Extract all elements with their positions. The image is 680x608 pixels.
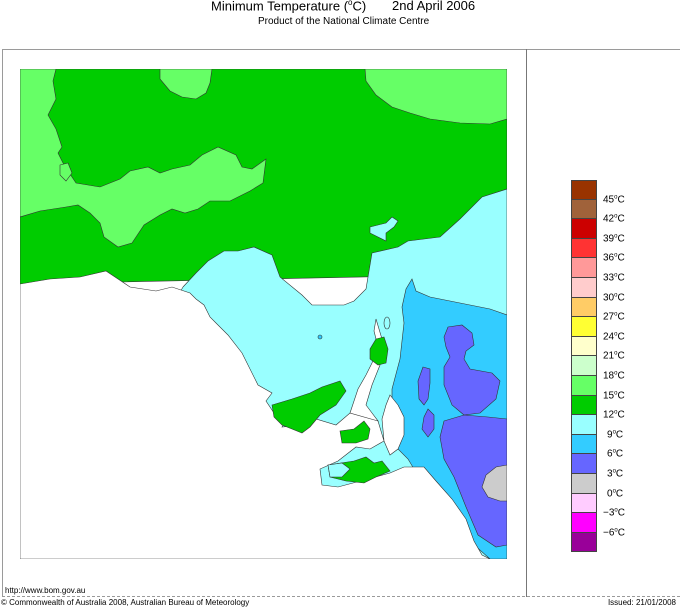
- legend-swatch-9-12: [571, 415, 597, 435]
- legend-label: −6oC: [603, 527, 625, 539]
- legend-label: 12oC: [603, 409, 625, 421]
- legend-divider: [526, 49, 527, 597]
- legend-label: 21oC: [603, 350, 625, 363]
- legend-swatch-minus6-minus3: [571, 513, 597, 533]
- title-bar: Minimum Temperature (oC) 2nd April 2006: [0, 0, 680, 20]
- legend-label: 6oC: [607, 448, 624, 461]
- island: [317, 334, 323, 340]
- zone-3-6-strip: [417, 366, 431, 406]
- legend-label: 24oC: [603, 331, 625, 343]
- zone-15-18-west: [20, 69, 267, 248]
- legend-label: 15oC: [603, 389, 625, 402]
- zone-15-18-northeast: [364, 69, 507, 125]
- legend-swatch-27-30: [571, 297, 597, 318]
- zone-15-18-north: [159, 69, 213, 100]
- zone-3-6-southeast: [439, 414, 507, 548]
- zone-0-3: [481, 464, 507, 502]
- zone-12-15-yorke-north: [369, 336, 389, 366]
- sea-spencer-gulf: [349, 318, 383, 422]
- legend-label: 33oC: [603, 272, 625, 284]
- zone-3-6-small: [421, 408, 435, 438]
- legend-label: 27oC: [603, 311, 625, 323]
- temperature-map: [20, 69, 507, 559]
- legend-label: 45oC: [603, 193, 625, 206]
- issued-date: Issued: 21/01/2008: [607, 598, 676, 607]
- sea-gulf-st-vincent: [381, 394, 405, 456]
- legend-swatch-3-6: [571, 454, 597, 474]
- zone-12-15-eyre: [271, 380, 347, 434]
- legend-swatch-33-36: [571, 258, 597, 278]
- legend-label: 18oC: [603, 370, 625, 382]
- map-date: 2nd April 2006: [392, 0, 476, 13]
- legend-swatch-0-3: [571, 473, 597, 494]
- legend-swatch-below-minus6: [571, 532, 597, 553]
- legend-swatch-minus3-0: [571, 493, 597, 514]
- zone-12-15-yorke: [339, 420, 371, 444]
- kangaroo-island: [327, 456, 391, 484]
- legend-label: 30oC: [603, 291, 625, 304]
- legend-swatch-15-18: [571, 375, 597, 396]
- zone-3-6-lakes: [443, 324, 501, 416]
- copyright-notice: © Commonwealth of Australia 2008, Austra…: [1, 598, 250, 607]
- lake-torrens: [369, 216, 399, 242]
- source-url[interactable]: http://www.bom.gov.au: [5, 586, 86, 595]
- legend-label: 42oC: [603, 213, 625, 225]
- map-frame: [2, 49, 680, 597]
- legend-swatch-36-39: [571, 238, 597, 259]
- legend-swatch-42-45: [571, 199, 597, 220]
- map-subtitle: Product of the National Climate Centre: [258, 16, 430, 27]
- legend-label: 0oC: [607, 487, 624, 500]
- legend-swatch-24-27: [571, 317, 597, 337]
- legend-swatch-18-21: [571, 356, 597, 376]
- legend-label: 39oC: [603, 233, 625, 245]
- zone-15-18-island: [59, 162, 73, 182]
- legend-swatch-6-9: [571, 434, 597, 455]
- color-legend: [571, 180, 597, 553]
- legend-label: 9oC: [607, 429, 624, 441]
- legend-label: −3oC: [603, 507, 625, 519]
- legend-swatch-21-24: [571, 336, 597, 357]
- legend-label: 36oC: [603, 252, 625, 265]
- legend-swatch-12-15: [571, 395, 597, 416]
- legend-label: 3oC: [607, 468, 624, 480]
- map-title: Minimum Temperature (oC): [211, 0, 367, 14]
- legend-swatch-39-42: [571, 219, 597, 239]
- legend-swatch-above-45: [571, 180, 597, 200]
- island: [383, 316, 391, 330]
- sea-southern-ocean: [20, 270, 491, 559]
- legend-swatch-30-33: [571, 277, 597, 298]
- kangaroo-island-west: [327, 462, 351, 478]
